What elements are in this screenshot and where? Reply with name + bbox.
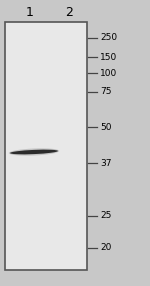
Text: 50: 50 [100, 122, 111, 132]
Text: 2: 2 [65, 5, 73, 19]
Text: 20: 20 [100, 243, 111, 253]
Text: 25: 25 [100, 212, 111, 221]
Text: 75: 75 [100, 88, 111, 96]
Bar [5, 22, 87, 270]
Ellipse shape [10, 150, 58, 154]
Text: 250: 250 [100, 33, 117, 43]
Ellipse shape [9, 148, 59, 156]
Text: 37: 37 [100, 158, 111, 168]
Text: 150: 150 [100, 53, 117, 61]
Text: 100: 100 [100, 69, 117, 78]
Text: 1: 1 [26, 5, 34, 19]
